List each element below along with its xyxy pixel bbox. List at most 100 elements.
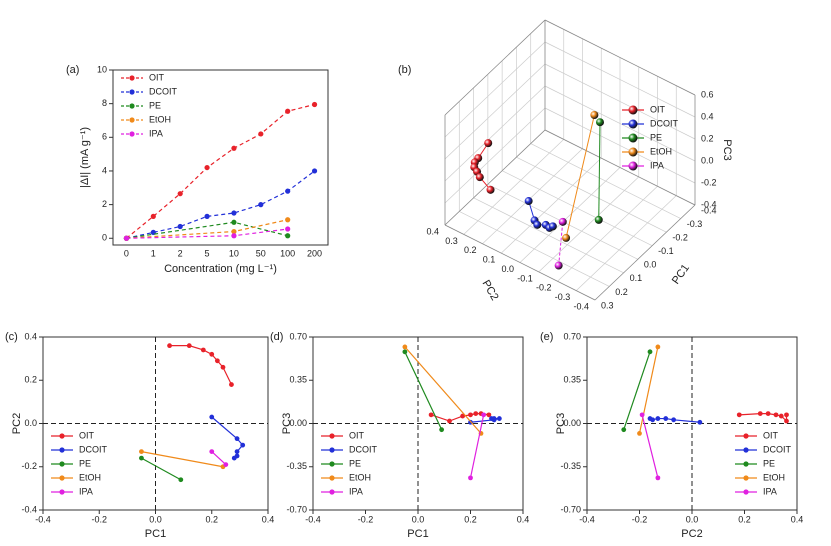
y-axis-label: PC2 [480, 278, 501, 303]
grid-line [544, 85, 696, 162]
data-point [220, 364, 226, 370]
legend-label: DCOIT [349, 444, 378, 454]
legend-marker [743, 475, 749, 481]
data-point [447, 418, 452, 424]
legend-marker [743, 489, 749, 495]
legend-marker [743, 433, 749, 439]
y-tick-label: -0.3 [555, 292, 571, 302]
x-axis-label: PC1 [407, 528, 428, 540]
data-point [258, 202, 264, 208]
data-point [473, 411, 479, 417]
data-point [231, 455, 237, 461]
legend-label: IPA [149, 128, 163, 138]
data-point [481, 412, 487, 418]
grid-line [444, 85, 546, 182]
x-tick-label: 100 [280, 248, 295, 258]
y-tick-label: 0.00 [563, 418, 581, 428]
x-tick-label: 0.2 [205, 514, 218, 524]
series-line [404, 346, 482, 434]
data-point [285, 217, 291, 223]
x-tick-label: -0.1 [658, 246, 674, 256]
data-point [150, 213, 156, 219]
x-tick-label: -0.2 [632, 514, 648, 524]
data-point [231, 210, 237, 216]
grid-line [544, 63, 696, 140]
data-point [647, 349, 653, 355]
series-line [469, 414, 485, 478]
x-tick-label: 0.4 [791, 514, 804, 524]
data-point [558, 217, 567, 226]
y-tick-label: 0.70 [563, 331, 581, 341]
z-tick-label: 0.0 [701, 155, 714, 165]
data-point [475, 173, 484, 182]
legend-label: PE [79, 458, 91, 468]
data-point [234, 436, 240, 442]
data-point [223, 462, 229, 467]
data-point [231, 233, 237, 239]
panel-label: (a) [66, 64, 79, 76]
data-point [647, 416, 653, 421]
box-edge [444, 19, 546, 116]
x-tick-label: 0.2 [738, 514, 751, 524]
data-point [285, 226, 291, 232]
y-tick-label: 0.4 [426, 226, 439, 236]
x-tick-label: 10 [229, 248, 239, 258]
data-point [209, 351, 215, 357]
legend-label: DCOIT [763, 444, 792, 454]
y-tick-label: 6 [102, 132, 107, 142]
legend-marker [59, 433, 65, 439]
panel-label: (e) [540, 331, 553, 343]
legend-label: DCOIT [149, 86, 178, 96]
z-axis-label: PC3 [721, 139, 733, 160]
y-tick-label: 10 [97, 64, 107, 74]
y-tick-label: 0.0 [501, 264, 514, 274]
grid-line [544, 41, 696, 118]
data-point [139, 449, 144, 455]
legend-label: PE [763, 458, 775, 468]
x-tick-label: 0.1 [630, 273, 643, 283]
grid-line [482, 148, 583, 245]
legend-label: DCOIT [79, 444, 108, 454]
legend-label: EtOH [149, 114, 171, 124]
grid-line [519, 167, 621, 263]
y-tick-label: 0.35 [563, 375, 581, 385]
data-point [214, 358, 220, 364]
legend-label: EtOH [763, 472, 785, 482]
series-line [404, 351, 443, 430]
y-tick-label: 4 [102, 165, 107, 175]
data-point [784, 418, 789, 424]
y-tick-label: -0.70 [286, 504, 307, 514]
legend-label: EtOH [79, 472, 101, 482]
y-tick-label: 0.1 [483, 255, 496, 265]
y-axis-label: |ΔI| (mA g⁻¹) [79, 127, 91, 188]
x-tick-label: 1 [151, 248, 156, 258]
legend-marker [628, 147, 638, 157]
x-tick-label: 0.2 [464, 514, 477, 524]
panel-label: (d) [270, 331, 283, 343]
data-point [468, 475, 473, 481]
x-tick-label: -0.3 [687, 219, 703, 229]
legend-marker [59, 447, 65, 453]
legend-label: EtOH [650, 146, 672, 156]
data-point [231, 228, 237, 235]
legend-label: IPA [79, 486, 93, 496]
legend-marker [59, 489, 65, 495]
data-point [311, 101, 318, 108]
data-point [655, 344, 661, 350]
data-point [621, 427, 627, 433]
data-point [594, 215, 603, 224]
data-point [663, 416, 669, 421]
data-point [757, 411, 763, 417]
data-point [177, 191, 183, 197]
data-point [209, 449, 215, 455]
y-tick-label: -0.35 [286, 461, 307, 471]
y-tick-label: 2 [102, 199, 107, 209]
y-tick-label: 0 [102, 233, 107, 243]
series-line [126, 219, 288, 239]
z-tick-label: -0.4 [701, 199, 717, 209]
x-tick-label: -0.2 [358, 514, 374, 524]
y-tick-label: -0.2 [21, 461, 37, 471]
x-tick-label: 0.4 [517, 514, 530, 524]
legend-label: IPA [650, 160, 664, 170]
